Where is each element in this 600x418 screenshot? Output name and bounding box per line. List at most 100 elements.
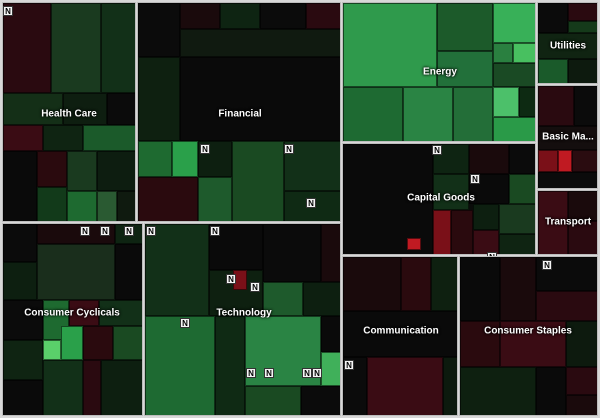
sector-transport[interactable] [537,190,598,255]
tile[interactable] [301,386,340,415]
tile[interactable] [493,43,513,63]
tile[interactable] [493,87,519,117]
tile[interactable] [367,357,443,415]
news-marker[interactable]: N [100,226,110,236]
sector-technology[interactable] [144,223,341,416]
tile[interactable] [343,3,437,87]
sector-basic-materials[interactable] [537,85,598,189]
tile[interactable] [37,244,115,300]
tile[interactable] [3,3,51,93]
tile[interactable] [113,326,142,360]
tile[interactable] [3,300,43,340]
tile[interactable] [43,340,61,360]
tile[interactable] [43,360,83,415]
tile[interactable] [61,326,83,360]
news-marker[interactable]: N [200,144,210,154]
tile[interactable] [180,3,220,29]
tile[interactable] [180,29,340,57]
tile[interactable] [37,224,115,244]
tile[interactable] [145,224,209,316]
tile[interactable] [538,191,568,254]
tile[interactable] [303,282,340,316]
tile[interactable] [407,238,421,250]
tile[interactable] [473,230,499,254]
news-marker[interactable]: N [246,368,256,378]
tile[interactable] [519,87,535,117]
tile[interactable] [343,87,403,141]
tile[interactable] [97,191,117,221]
tile[interactable] [401,257,431,311]
tile[interactable] [433,210,451,254]
tile[interactable] [443,357,457,415]
tile[interactable] [509,174,535,204]
tile[interactable] [69,300,99,326]
tile[interactable] [431,257,457,311]
tile[interactable] [263,224,321,282]
news-marker[interactable]: N [312,368,322,378]
tile[interactable] [513,43,535,63]
tile[interactable] [437,51,493,87]
tile[interactable] [451,210,473,254]
tile[interactable] [3,380,43,415]
tile[interactable] [538,86,574,126]
tile[interactable] [493,3,535,43]
tile[interactable] [509,144,535,174]
news-marker[interactable]: N [306,198,316,208]
tile[interactable] [215,316,245,415]
tile[interactable] [145,316,215,415]
tile[interactable] [260,3,306,29]
tile[interactable] [37,187,67,221]
news-marker[interactable]: N [3,6,13,16]
tile[interactable] [469,144,509,174]
sector-health-care[interactable] [2,2,136,222]
tile[interactable] [568,3,597,21]
tile[interactable] [433,174,469,210]
tile[interactable] [572,150,597,172]
news-marker[interactable]: N [180,318,190,328]
tile[interactable] [101,360,142,415]
tile[interactable] [209,270,263,316]
tile[interactable] [97,151,135,191]
news-marker[interactable]: N [284,144,294,154]
news-marker[interactable]: N [226,274,236,284]
tile[interactable] [99,300,142,326]
tile[interactable] [306,3,340,29]
tile[interactable] [538,3,568,33]
tile[interactable] [101,3,135,93]
tile[interactable] [107,93,135,125]
tile[interactable] [117,191,135,221]
tile[interactable] [263,282,303,316]
tile[interactable] [138,141,172,177]
tile[interactable] [138,57,180,141]
tile[interactable] [538,33,597,59]
news-marker[interactable]: N [470,174,480,184]
tile[interactable] [437,3,493,51]
tile[interactable] [43,125,83,151]
tile[interactable] [568,191,597,221]
sector-financial[interactable] [137,2,341,222]
tile[interactable] [67,191,97,221]
sector-capital-goods[interactable] [342,143,536,255]
tile[interactable] [500,321,566,367]
news-marker[interactable]: N [250,282,260,292]
tile[interactable] [460,367,536,415]
tile[interactable] [51,3,101,93]
tile[interactable] [538,172,597,188]
tile[interactable] [83,125,135,151]
tile[interactable] [3,125,43,151]
sector-utilities[interactable] [537,2,598,84]
news-marker[interactable]: N [146,226,156,236]
news-marker[interactable]: N [344,360,354,370]
tile[interactable] [453,87,493,141]
tile[interactable] [343,311,457,357]
tile[interactable] [3,151,37,221]
tile[interactable] [460,257,500,321]
tile[interactable] [63,93,107,125]
news-marker[interactable]: N [124,226,134,236]
tile[interactable] [115,244,142,300]
tile[interactable] [220,3,260,29]
tile[interactable] [493,63,535,87]
tile[interactable] [499,204,535,234]
news-marker[interactable]: N [80,226,90,236]
news-marker[interactable]: N [302,368,312,378]
